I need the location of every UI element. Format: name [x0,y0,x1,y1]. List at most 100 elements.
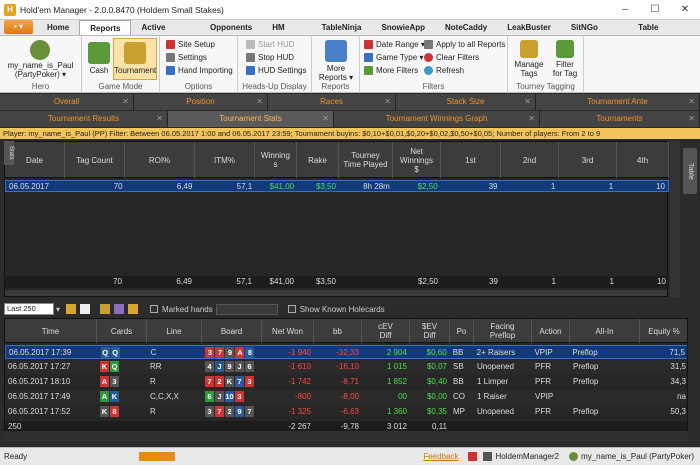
tab-opponents[interactable]: Opponents [210,23,253,32]
file-menu-button[interactable]: ▪ ▾ [4,20,33,34]
app-name[interactable]: HoldemManager2 [495,452,560,461]
close-icon[interactable]: ✕ [384,97,391,106]
col-net-winnings[interactable]: Net Winnings $ [393,142,441,178]
apply-all-reports-button[interactable]: Apply to all Reports [424,40,505,49]
col-roi[interactable]: ROI% [125,142,195,178]
col-sev-diff[interactable]: $EV Diff [410,319,450,343]
col-2nd[interactable]: 2nd [501,142,559,178]
tab-hm-apps[interactable]: HM Apps [272,23,292,47]
hero-site[interactable]: (PartyPoker) ▾ [14,70,67,79]
tab-tournament-ante[interactable]: Tournament Ante ✕ [536,94,700,110]
close-icon[interactable]: ✕ [528,114,535,123]
close-icon[interactable]: ✕ [688,97,695,106]
table-side-tab[interactable]: Table [683,148,697,194]
col-4th[interactable]: 4th [617,142,669,178]
close-icon[interactable]: ✕ [122,97,129,106]
col-action[interactable]: Action [532,319,570,343]
game-type-button[interactable]: Game Type ▾ [364,53,423,62]
close-icon[interactable]: ✕ [524,97,531,106]
tab-notecaddy[interactable]: NoteCaddy [445,23,488,32]
show-known-holecards-checkbox[interactable] [287,305,296,313]
col-tag-count[interactable]: Tag Count [65,142,125,178]
col-facing-preflop[interactable]: Facing Preflop [474,319,532,343]
settings-button[interactable]: Settings [166,53,207,62]
more-filters-button[interactable]: More Filters [364,66,418,75]
tab-home[interactable]: Home [47,23,70,32]
col-equity[interactable]: Equity % [640,319,687,343]
col-board[interactable]: Board [202,319,262,343]
grid-icon[interactable] [114,304,125,314]
stats-side-tab[interactable]: Stats [4,141,14,165]
cash-button[interactable]: Cash [86,42,112,75]
table-row[interactable]: 06.05.2017 17:49 A K C,C,X,X 6 J 10 3 -800 -8,00 0… [5,390,687,404]
table-row[interactable]: 06.05.2017 18:10 A 3 R 7 2 K 7 3 -1 742 -8,71 1 852… [5,375,687,389]
chevron-down-icon[interactable]: ▾ [56,304,61,314]
col-cev-diff[interactable]: cEV Diff [362,319,410,343]
close-icon[interactable]: ✕ [322,114,329,123]
tab-races[interactable]: Races ✕ [268,94,396,110]
marked-hands-checkbox[interactable] [150,305,159,313]
tab-table-scanner[interactable]: Table Scanner 2 [638,23,676,47]
table-row[interactable]: 06.05.2017 17:27 K Q RR 4 J 9 J 6 -1 610 -16,10 1 0… [5,360,687,374]
trophy-icon[interactable] [128,304,139,314]
col-time[interactable]: Time [5,319,97,343]
table-row[interactable]: 06.05.2017 17:52 K 8 R 3 7 2 9 7 -1 325 -6,63 1 360… [5,405,687,419]
tab-leakbuster[interactable]: LeakBuster [507,23,551,32]
tab-sitngo-wizard[interactable]: SitNGo Wizard [570,23,598,47]
tab-reports[interactable]: Reports [79,20,132,35]
tab-tournament-results[interactable]: Tournament Results ✕ [0,111,168,127]
close-icon[interactable]: ✕ [688,114,695,123]
col-line[interactable]: Line [147,319,202,343]
rewind-icon[interactable] [66,304,77,314]
date-range-button[interactable]: Date Range ▾ [364,40,425,49]
active-player[interactable]: my_name_is_Paul (PartyPoker) [581,452,694,461]
col-date[interactable]: Date [5,142,65,178]
col-all-in[interactable]: All-In [570,319,640,343]
tab-position[interactable]: Position ✕ [134,94,268,110]
col-cards[interactable]: Cards [97,319,147,343]
close-button[interactable]: ✕ [680,4,690,15]
vertical-scrollbar[interactable] [670,141,680,297]
avatar[interactable] [30,40,50,60]
tab-snowieapp[interactable]: SnowieApp [381,23,425,32]
start-hud-button[interactable]: Start HUD [246,40,294,49]
col-1st[interactable]: 1st [441,142,501,178]
site-setup-button[interactable]: Site Setup [166,40,215,49]
table-row[interactable]: 06.05.2017 70 6,49 57,1 $41,00 $3,50 8h … [5,180,669,192]
filter-for-tag-button[interactable]: Filter for Tag [548,40,582,78]
col-position[interactable]: Po [450,319,474,343]
tournament-button[interactable]: Tournament [113,38,157,80]
tab-stack-size[interactable]: Stack Size ✕ [396,94,536,110]
tab-overall[interactable]: Overall ✕ [0,94,134,110]
tab-tournament-stats[interactable]: Tournament Stats ✕ [168,111,334,127]
maximize-button[interactable]: ☐ [650,4,660,15]
hud-settings-button[interactable]: HUD Settings [246,66,306,75]
col-winnings[interactable]: Winnings [255,142,297,178]
manage-tags-button[interactable]: Manage Tags [512,40,546,78]
more-reports-button[interactable]: More Reports ▾ [314,40,358,82]
tab-active-session[interactable]: Active Session [141,23,172,47]
col-bb[interactable]: bb [314,319,362,343]
horizontal-scrollbar[interactable] [5,290,667,296]
col-net-won[interactable]: Net Won [262,319,314,343]
col-tourney-time[interactable]: Tourney Time Played [339,142,393,178]
col-itm[interactable]: ITM% [195,142,255,178]
col-3rd[interactable]: 3rd [559,142,617,178]
tab-tournament-winnings-graph[interactable]: Tournament Winnings Graph ✕ [334,111,540,127]
hands-count-select[interactable]: Last 250 [4,303,54,315]
stop-hud-button[interactable]: Stop HUD [246,53,294,62]
hero-name[interactable]: my_name_is_Paul [7,61,74,70]
minimize-button[interactable]: – [622,4,628,15]
clear-filters-button[interactable]: Clear Filters [424,53,479,62]
cards-icon[interactable] [80,304,91,314]
close-icon[interactable]: ✕ [256,97,263,106]
hand-importing-button[interactable]: Hand Importing [166,66,233,75]
tab-tableninja[interactable]: TableNinja 2 [321,23,362,47]
col-rake[interactable]: Rake [297,142,339,178]
feedback-link[interactable]: Feedback [423,452,459,461]
table-row[interactable]: 06.05.2017 17:39 Q Q C 3 7 9 A 8 -1 940 -32,33 2 90… [5,345,687,359]
hands-horizontal-scrollbar[interactable] [4,431,688,442]
close-icon[interactable]: ✕ [156,114,163,123]
refresh-button[interactable]: Refresh [424,66,464,75]
chart-icon[interactable] [100,304,111,314]
